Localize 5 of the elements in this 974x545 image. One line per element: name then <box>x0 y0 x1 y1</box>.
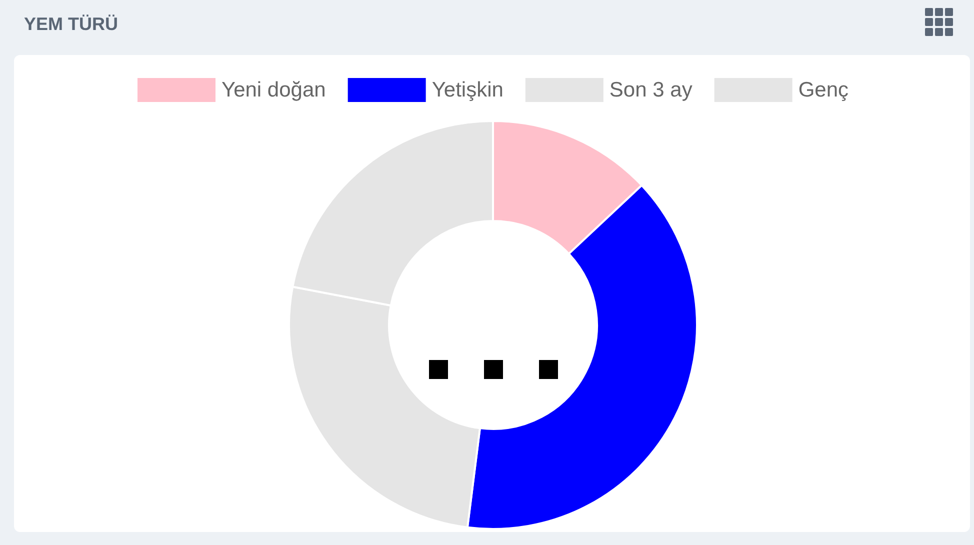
legend-label: Genç <box>798 78 849 102</box>
chart-title: YEM TÜRÜ <box>24 14 118 35</box>
legend-label: Son 3 ay <box>609 78 693 102</box>
legend-label: Yetişkin <box>432 78 504 102</box>
legend-label: Yeni doğan <box>221 78 326 102</box>
